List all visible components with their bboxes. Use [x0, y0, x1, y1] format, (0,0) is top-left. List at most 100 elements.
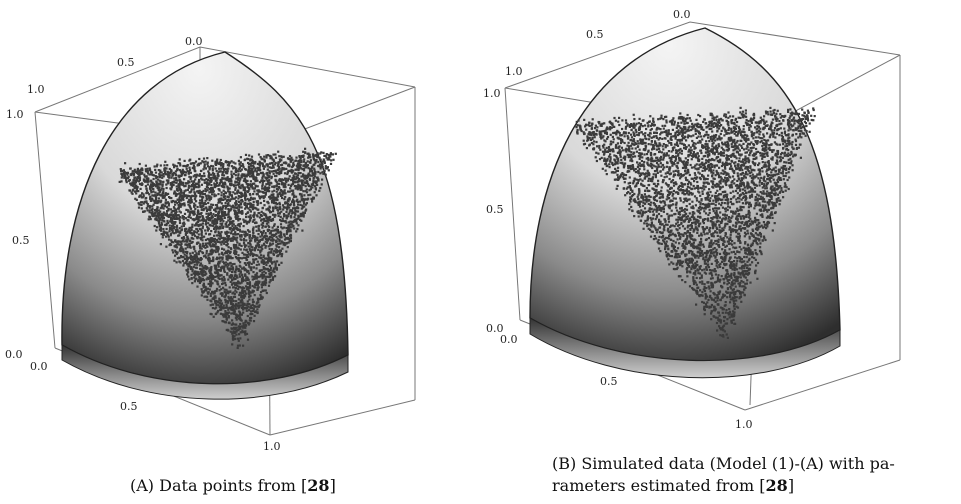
data-point	[732, 190, 735, 193]
data-point	[304, 203, 307, 206]
data-point	[272, 193, 275, 196]
data-point	[157, 219, 160, 222]
data-point	[150, 186, 153, 189]
data-point	[158, 186, 161, 189]
data-point	[319, 163, 322, 166]
data-point	[118, 180, 121, 183]
data-point	[205, 181, 209, 184]
data-point	[269, 268, 272, 272]
data-point	[237, 233, 240, 236]
data-point	[261, 244, 264, 247]
data-point	[208, 195, 211, 198]
data-point	[243, 262, 246, 265]
data-point	[251, 298, 254, 301]
data-point	[209, 267, 212, 270]
data-point	[126, 177, 129, 180]
data-point	[186, 268, 190, 271]
data-point	[176, 202, 179, 205]
data-point	[649, 129, 652, 132]
data-point	[142, 210, 145, 213]
data-point	[237, 268, 240, 271]
data-point	[718, 252, 722, 255]
data-point	[255, 277, 258, 280]
data-point	[236, 246, 239, 249]
data-point	[624, 162, 627, 165]
data-point	[187, 271, 190, 274]
data-point	[260, 273, 263, 277]
data-point	[718, 202, 721, 205]
data-point	[176, 257, 180, 260]
data-point	[272, 158, 275, 161]
data-point	[211, 176, 214, 179]
data-point	[180, 170, 183, 173]
data-point	[167, 204, 170, 207]
data-point	[177, 204, 180, 207]
data-point	[228, 228, 232, 231]
data-point	[164, 223, 167, 226]
data-point	[233, 328, 236, 331]
data-point	[246, 179, 249, 182]
data-point	[169, 234, 172, 237]
data-point	[302, 200, 305, 203]
data-point	[214, 240, 217, 243]
data-point	[252, 207, 255, 210]
data-point	[283, 238, 287, 241]
data-point	[149, 205, 152, 208]
data-point	[268, 226, 271, 229]
data-point	[248, 309, 251, 312]
data-point	[246, 157, 249, 160]
data-point	[221, 279, 224, 282]
data-point	[173, 217, 176, 220]
data-point	[636, 195, 639, 198]
data-point	[252, 166, 255, 169]
data-point	[202, 209, 205, 212]
data-point	[198, 219, 201, 222]
data-point	[188, 166, 191, 169]
data-point	[238, 204, 241, 207]
data-point	[237, 339, 240, 342]
data-point	[220, 212, 224, 215]
data-point	[287, 230, 290, 233]
data-point	[266, 201, 269, 204]
data-point	[222, 192, 225, 196]
data-point	[210, 259, 213, 263]
data-point	[315, 159, 318, 162]
data-point	[220, 180, 223, 183]
data-point	[305, 176, 308, 179]
data-point	[214, 264, 218, 267]
data-point	[264, 245, 267, 248]
data-point	[280, 155, 283, 158]
data-point	[189, 252, 192, 255]
data-point	[311, 200, 314, 203]
data-point	[158, 172, 161, 176]
data-point	[317, 160, 320, 164]
data-point	[221, 222, 224, 225]
data-point	[186, 273, 189, 276]
data-point	[226, 164, 229, 167]
data-point	[135, 192, 138, 195]
data-point	[153, 209, 157, 212]
data-point	[263, 155, 266, 158]
data-point	[254, 283, 257, 286]
panel-a-tick-bottom-0: 0.0	[30, 360, 48, 373]
data-point	[125, 181, 128, 184]
data-point	[738, 251, 741, 254]
data-point	[267, 181, 270, 184]
data-point	[195, 277, 198, 280]
data-point	[273, 267, 276, 270]
data-point	[296, 210, 300, 213]
data-point	[258, 256, 261, 259]
data-point	[226, 250, 229, 253]
data-point	[263, 219, 266, 222]
data-point	[155, 226, 159, 229]
data-point	[270, 170, 274, 173]
data-point	[289, 237, 292, 240]
data-point	[207, 254, 210, 257]
data-point	[268, 170, 271, 173]
data-point	[272, 233, 275, 236]
data-point	[302, 197, 305, 201]
data-point	[220, 277, 224, 280]
data-point	[710, 250, 713, 253]
data-point	[281, 194, 284, 197]
data-point	[170, 169, 173, 172]
